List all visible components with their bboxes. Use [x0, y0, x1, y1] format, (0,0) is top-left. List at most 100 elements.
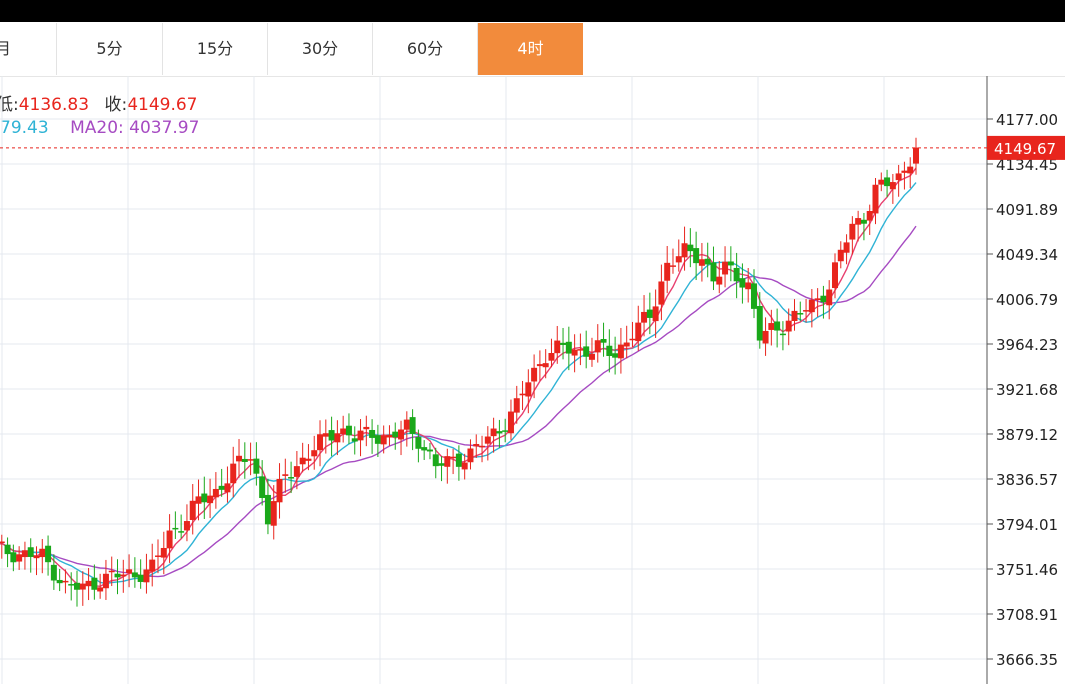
candle-body: [704, 258, 711, 265]
candle-body: [155, 555, 162, 557]
candle-body: [288, 477, 295, 479]
candle-body: [166, 530, 173, 549]
candle-body: [496, 431, 503, 434]
candle-body: [698, 259, 705, 266]
candle-body: [39, 548, 46, 558]
candle-body: [363, 426, 370, 430]
candle-body: [236, 455, 243, 462]
candle-body: [716, 276, 723, 285]
candle-body: [328, 430, 335, 441]
candle-body: [878, 179, 885, 185]
candle-body: [374, 435, 381, 444]
ma20-label: MA20:: [70, 118, 124, 138]
candle-body: [299, 457, 306, 465]
y-axis-tick-label: 3751.46: [996, 561, 1058, 579]
candle-body: [588, 353, 595, 360]
y-axis-tick-label: 4006.79: [996, 291, 1058, 309]
candle-body: [681, 243, 688, 258]
candle-body: [473, 443, 480, 447]
ma-legend: 79.43 MA20: 4037.97: [0, 118, 199, 138]
candle-body: [97, 587, 104, 592]
y-axis-tick-label: 4091.89: [996, 201, 1058, 219]
candle-body: [531, 367, 538, 382]
y-axis-tick-label: 3879.12: [996, 426, 1058, 444]
candle-body: [114, 573, 121, 578]
candle-body: [438, 463, 445, 466]
candle-body: [502, 430, 509, 432]
candle-body: [201, 493, 208, 503]
candle-body: [207, 495, 214, 504]
ma10-line: [0, 182, 917, 585]
candle-body: [74, 582, 81, 590]
candle-body: [415, 437, 422, 449]
last-price-marker: [987, 135, 1065, 160]
candlestick-chart: 4177.00 4134.45 4091.89 4049.34 4006.79 3964.…: [0, 76, 1065, 684]
candle-body: [577, 349, 584, 351]
candle-body: [259, 476, 266, 498]
candle-body: [392, 431, 399, 438]
candle-body: [583, 346, 590, 357]
candle-body: [276, 478, 283, 503]
candle-body: [351, 438, 358, 442]
candle-body: [727, 261, 734, 266]
candle-body: [137, 574, 144, 582]
candle-body: [102, 573, 109, 589]
tab-4hour[interactable]: 4时: [478, 23, 583, 75]
tab-5min[interactable]: 5分: [57, 23, 163, 75]
candle-body: [33, 555, 40, 559]
close-label: 收:: [104, 95, 128, 115]
candle-body: [762, 330, 769, 344]
candle-body: [334, 433, 341, 443]
candle-body: [554, 340, 561, 354]
candle-body: [826, 289, 833, 306]
y-axis-tick-label: 4177.00: [996, 111, 1058, 129]
candle-body: [814, 298, 821, 301]
candle-body: [0, 541, 5, 544]
candle-body: [311, 450, 318, 457]
candle-body: [803, 310, 810, 312]
tab-30min[interactable]: 30分: [268, 23, 373, 75]
tab-60min[interactable]: 60分: [373, 23, 478, 75]
candle-body: [872, 184, 879, 214]
candle-body: [907, 166, 914, 174]
candle-body: [91, 577, 98, 590]
candle-body: [849, 223, 856, 240]
candle-body: [21, 550, 28, 558]
period-tabs: 月 5分 15分 30分 60分 4时: [0, 23, 1065, 77]
y-axis-tick-label: 4134.45: [996, 156, 1058, 174]
candle-body: [340, 428, 347, 434]
candle-body: [687, 244, 694, 252]
candle-body: [149, 559, 156, 572]
candle-body: [837, 249, 844, 262]
candle-body: [507, 411, 514, 434]
low-value: 4136.83: [18, 95, 90, 115]
candle-body: [641, 311, 648, 323]
candle-body: [756, 306, 763, 341]
tab-15min[interactable]: 15分: [163, 23, 268, 75]
candle-body: [594, 340, 601, 353]
candle-body: [745, 282, 752, 290]
y-axis-tick-label: 3708.91: [996, 606, 1058, 624]
candle-body: [536, 364, 543, 367]
candle-body: [669, 265, 676, 267]
candle-body: [224, 483, 231, 493]
candle-body: [160, 547, 167, 558]
candle-body: [345, 425, 352, 436]
ma10-value: 79.43: [0, 118, 49, 138]
candle-body: [913, 147, 919, 164]
candle-body: [693, 248, 700, 264]
candle-body: [253, 458, 260, 474]
top-bar: [0, 0, 1065, 22]
tab-month[interactable]: 月: [0, 23, 57, 75]
candle-body: [27, 547, 34, 557]
candle-body: [62, 580, 69, 583]
candle-body: [79, 583, 86, 590]
candle-body: [884, 177, 891, 187]
candle-body: [855, 218, 862, 225]
candle-body: [398, 429, 405, 440]
y-axis-tick-label: 3794.01: [996, 516, 1058, 534]
candle-body: [212, 488, 219, 498]
candle-body: [455, 453, 462, 467]
candle-body: [50, 564, 57, 581]
candle-body: [131, 572, 138, 578]
